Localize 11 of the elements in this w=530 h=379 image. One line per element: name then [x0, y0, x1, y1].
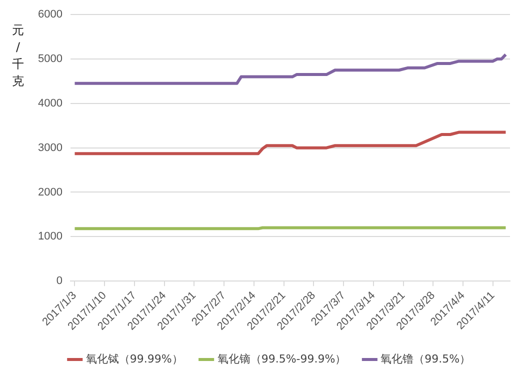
legend-label: 氧化镥（99.5%）	[380, 352, 471, 366]
y-axis-title: 元/千克	[11, 22, 25, 90]
y-tick-label: 1000	[38, 230, 62, 243]
y-tick-label: 4000	[38, 97, 62, 110]
y-tick-label: 2000	[38, 186, 62, 198]
y-tick-label: 6000	[38, 8, 62, 21]
legend-label: 氧化镝（99.5%-99.9%）	[217, 352, 346, 366]
y-tick-label: 5000	[38, 53, 62, 66]
y-tick-label: 0	[56, 275, 62, 288]
legend-label: 氧化铽（99.99%）	[86, 352, 183, 366]
y-tick-label: 3000	[38, 142, 62, 154]
